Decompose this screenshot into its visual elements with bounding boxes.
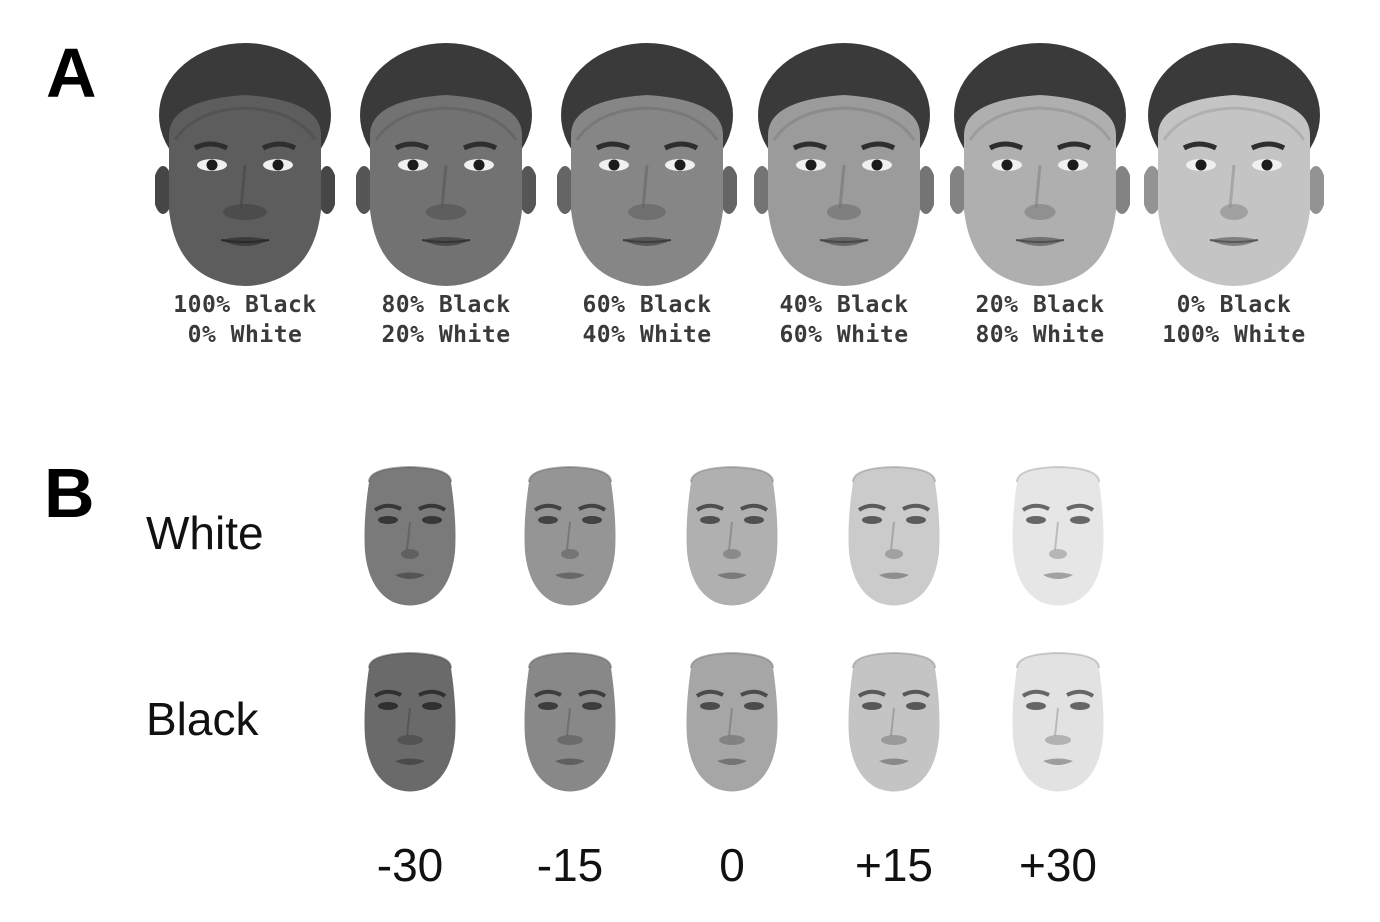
morph-face-1 bbox=[155, 40, 335, 290]
morph-face-4 bbox=[754, 40, 934, 290]
masked-face-black-4 bbox=[841, 648, 947, 794]
row-label-black: Black bbox=[146, 693, 259, 745]
luminance-tick-label: +15 bbox=[854, 839, 934, 891]
caption-black-percent: 20% Black bbox=[975, 292, 1105, 318]
caption-black-percent: 40% Black bbox=[779, 292, 909, 318]
caption-white-percent: 20% White bbox=[381, 322, 511, 348]
morph-face-caption: 20% Black 80% White bbox=[940, 290, 1140, 350]
luminance-tick-label: -15 bbox=[536, 839, 604, 891]
caption-black-percent: 0% Black bbox=[1176, 292, 1292, 318]
morph-face-5 bbox=[950, 40, 1130, 290]
morph-face-3 bbox=[557, 40, 737, 290]
masked-face-white-4 bbox=[841, 462, 947, 608]
masked-face-black-2 bbox=[517, 648, 623, 794]
caption-white-percent: 80% White bbox=[975, 322, 1105, 348]
caption-white-percent: 0% White bbox=[187, 322, 303, 348]
morph-face-caption: 60% Black 40% White bbox=[547, 290, 747, 350]
masked-face-white-2 bbox=[517, 462, 623, 608]
row-label-white: White bbox=[146, 507, 264, 559]
masked-face-white-1 bbox=[357, 462, 463, 608]
caption-black-percent: 80% Black bbox=[381, 292, 511, 318]
masked-face-white-3 bbox=[679, 462, 785, 608]
luminance-tick-label: 0 bbox=[719, 839, 745, 891]
masked-face-white-5 bbox=[1005, 462, 1111, 608]
caption-white-percent: 40% White bbox=[582, 322, 712, 348]
luminance-tick-label: -30 bbox=[376, 839, 444, 891]
masked-face-black-5 bbox=[1005, 648, 1111, 794]
morph-face-caption: 40% Black 60% White bbox=[744, 290, 944, 350]
morph-face-caption: 0% Black 100% White bbox=[1134, 290, 1334, 350]
panel-b-letter: B bbox=[44, 454, 95, 532]
caption-white-percent: 60% White bbox=[779, 322, 909, 348]
morph-face-6 bbox=[1144, 40, 1324, 290]
morph-face-caption: 80% Black 20% White bbox=[346, 290, 546, 350]
morph-face-2 bbox=[356, 40, 536, 290]
morph-face-caption: 100% Black 0% White bbox=[145, 290, 345, 350]
panel-a-letter: A bbox=[46, 34, 97, 112]
caption-black-percent: 60% Black bbox=[582, 292, 712, 318]
caption-white-percent: 100% White bbox=[1162, 322, 1306, 348]
luminance-tick-label: +30 bbox=[1018, 839, 1098, 891]
masked-face-black-3 bbox=[679, 648, 785, 794]
masked-face-black-1 bbox=[357, 648, 463, 794]
caption-black-percent: 100% Black bbox=[173, 292, 317, 318]
